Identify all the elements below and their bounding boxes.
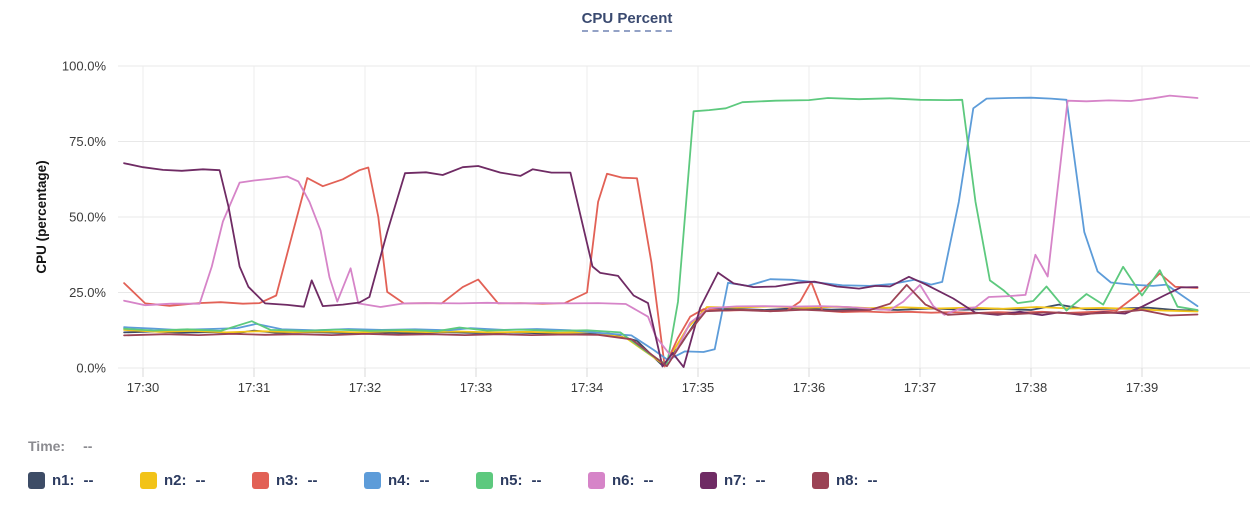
y-tick-label: 75.0% [69,134,106,149]
series-line-n5[interactable] [123,97,1199,366]
x-tick-label: 17:39 [1126,380,1159,395]
legend-swatch-n6 [588,472,605,489]
series-line-n8[interactable] [123,283,1199,368]
series-line-n4[interactable] [123,96,1199,362]
legend-label-n4: n4: [388,472,411,489]
legend-item-n7[interactable]: n7: -- [700,472,812,489]
legend-swatch-n1 [28,472,45,489]
legend-label-n1: n1: [52,472,75,489]
time-value: -- [83,438,93,454]
x-tick-label: 17:33 [460,380,493,395]
legend-label-n3: n3: [276,472,299,489]
chart-title[interactable]: CPU Percent [581,10,673,32]
legend-item-n3[interactable]: n3: -- [252,472,364,489]
time-label: Time: [28,438,66,454]
legend-item-n8[interactable]: n8: -- [812,472,924,489]
series-line-n3[interactable] [123,166,1199,368]
legend-label-n6: n6: [612,472,635,489]
cpu-line-chart[interactable]: 0.0% 25.0% 50.0% 75.0% 100.0% 17:30 17:31 17:32… [0,0,1254,404]
legend-value-n5: -- [531,472,542,489]
x-tick-label: 17:32 [349,380,382,395]
chart-header: CPU Percent [0,10,1254,32]
legend-label-n5: n5: [500,472,523,489]
x-tick-label: 17:34 [571,380,604,395]
legend-item-n1[interactable]: n1: -- [28,472,140,489]
x-tick-label: 17:31 [238,380,271,395]
y-axis-title: CPU (percentage) [34,160,49,273]
legend-swatch-n8 [812,472,829,489]
legend-value-n3: -- [307,472,318,489]
y-tick-label: 0.0% [76,361,106,376]
series-line-n2[interactable] [123,305,1199,366]
legend-label-n8: n8: [836,472,859,489]
legend-swatch-n3 [252,472,269,489]
x-tick-label: 17:35 [682,380,715,395]
legend-swatch-n2 [140,472,157,489]
y-tick-label: 50.0% [69,210,106,225]
legend-item-n4[interactable]: n4: -- [364,472,476,489]
legend-swatch-n4 [364,472,381,489]
x-tick-label: 17:37 [904,380,937,395]
legend-value-n6: -- [643,472,654,489]
series-line-n7[interactable] [123,162,1199,369]
legend-item-n5[interactable]: n5: -- [476,472,588,489]
x-tick-label: 17:36 [793,380,826,395]
legend-label-n2: n2: [164,472,187,489]
legend-value-n7: -- [755,472,766,489]
chart-legend: n1: -- n2: -- n3: -- n4: -- n5: -- n6: -- n7: -- n8: -- [28,472,924,489]
y-tick-label: 25.0% [69,285,106,300]
legend-value-n1: -- [83,472,94,489]
series-line-n6[interactable] [123,94,1199,359]
legend-value-n4: -- [419,472,430,489]
legend-value-n8: -- [867,472,878,489]
legend-swatch-n7 [700,472,717,489]
time-readout: Time: -- [28,438,92,454]
legend-label-n7: n7: [724,472,747,489]
y-tick-label: 100.0% [62,59,107,74]
legend-swatch-n5 [476,472,493,489]
x-tick-label: 17:30 [127,380,160,395]
legend-item-n6[interactable]: n6: -- [588,472,700,489]
legend-value-n2: -- [195,472,206,489]
x-tick-label: 17:38 [1015,380,1048,395]
legend-item-n2[interactable]: n2: -- [140,472,252,489]
